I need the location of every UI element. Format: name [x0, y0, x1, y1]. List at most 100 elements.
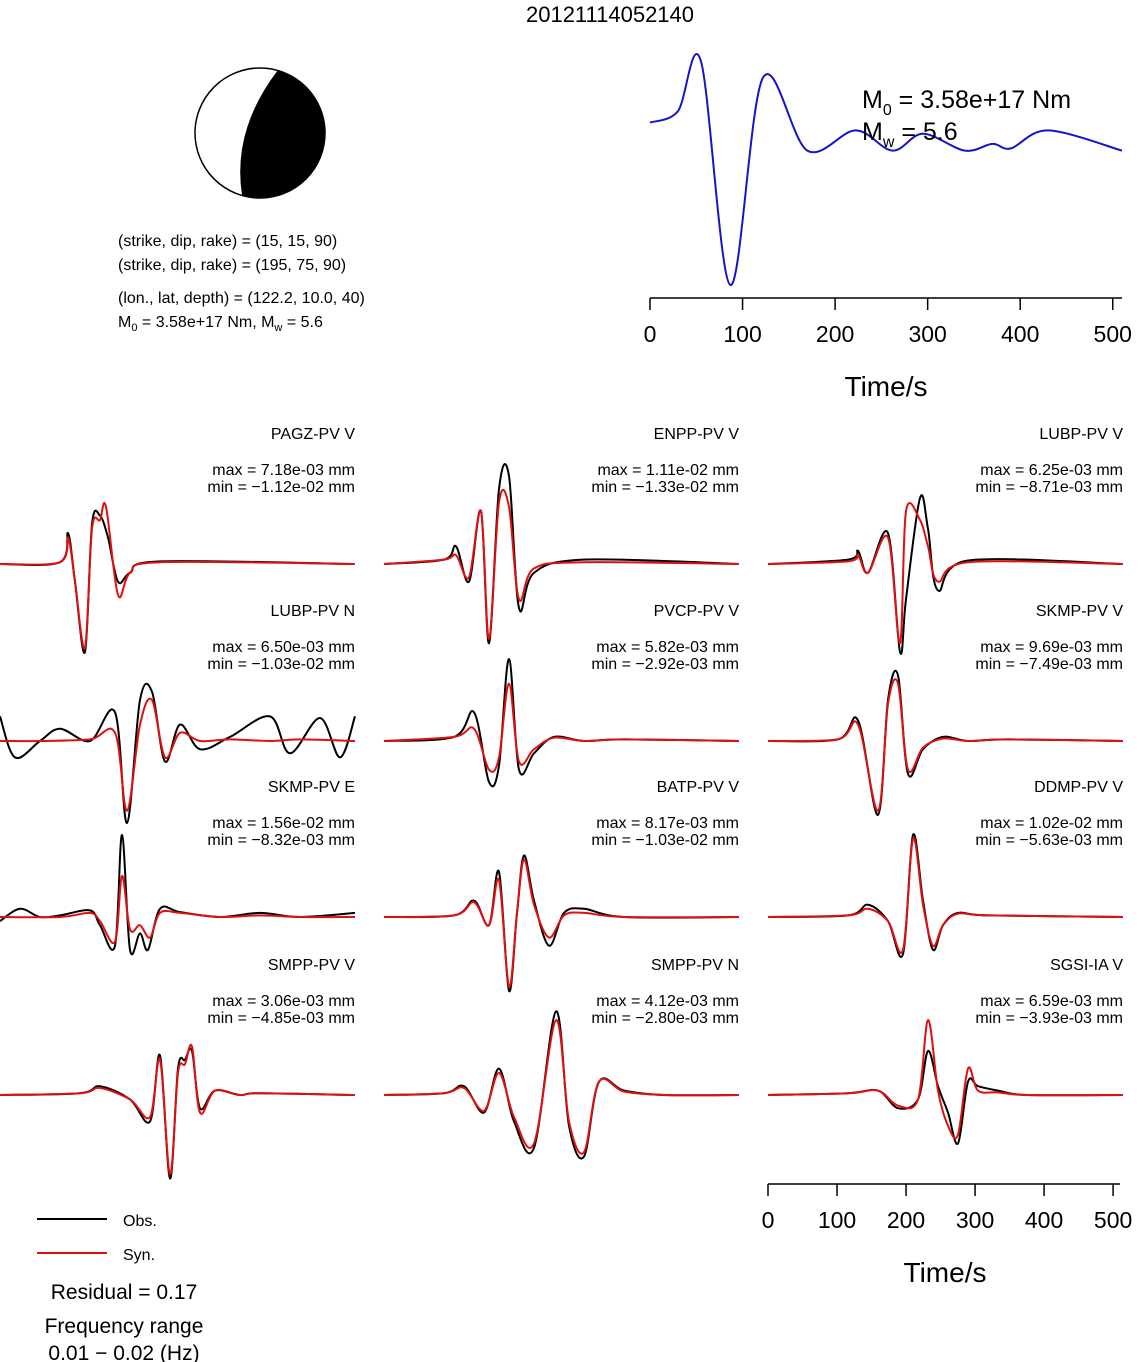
legend: Obs. Syn.: [37, 1213, 157, 1264]
synthetic-waveform: [383, 858, 740, 988]
stf-m0-label: M0 = 3.58e+17 Nm: [862, 86, 1071, 119]
station-min: min = −5.63e-03 mm: [975, 832, 1123, 849]
bottom-tick-label: 0: [762, 1207, 775, 1233]
observed-waveform: [0, 833, 356, 956]
station-max: max = 6.59e-03 mm: [980, 993, 1123, 1010]
beachball: [194, 67, 326, 199]
station-min: min = −1.03e-02 mm: [207, 656, 355, 673]
legend-syn-label: Syn.: [123, 1247, 155, 1264]
bottom-tick-label: 500: [1094, 1207, 1132, 1233]
event-location: (lon., lat, depth) = (122.2, 10.0, 40): [118, 290, 365, 307]
station-max: max = 5.82e-03 mm: [596, 639, 739, 656]
synthetic-waveform: [767, 678, 1124, 812]
station-name: SGSI-IA V: [1050, 957, 1123, 974]
synthetic-waveform: [767, 837, 1124, 954]
stf-tick-label: 100: [723, 321, 761, 347]
stf-tick-label: 0: [644, 321, 657, 347]
stf-mw-label: Mw = 5.6: [862, 118, 958, 151]
figure-title: 20121114052140: [526, 2, 694, 27]
station-min: min = −1.03e-02 mm: [591, 832, 739, 849]
station-min: min = −4.85e-03 mm: [207, 1010, 355, 1027]
station-min: min = −8.32e-03 mm: [207, 832, 355, 849]
nodal-plane-1: (strike, dip, rake) = (15, 15, 90): [118, 233, 337, 250]
residual-label: Residual = 0.17: [51, 1281, 198, 1304]
synthetic-waveform: [767, 1019, 1124, 1140]
station-min: min = −8.71e-03 mm: [975, 479, 1123, 496]
synthetic-waveform: [0, 697, 356, 812]
station-name: ENPP-PV V: [654, 426, 740, 443]
frequency-range-label: Frequency range: [45, 1315, 204, 1338]
station-max: max = 4.12e-03 mm: [596, 993, 739, 1010]
observed-waveform: [0, 1047, 356, 1180]
station-max: max = 7.18e-03 mm: [212, 462, 355, 479]
synthetic-waveform: [383, 682, 740, 773]
source-time-function-plot: [649, 53, 1123, 287]
station-min: min = −1.33e-02 mm: [591, 479, 739, 496]
bottom-xlabel: Time/s: [904, 1257, 987, 1288]
synthetic-waveform: [0, 1043, 356, 1176]
station-name: PVCP-PV V: [654, 603, 740, 620]
synthetic-waveform: [0, 502, 356, 650]
station-name: BATP-PV V: [657, 779, 740, 796]
synthetic-waveform: [0, 874, 356, 945]
station-min: min = −2.92e-03 mm: [591, 656, 739, 673]
station-min: min = −2.80e-03 mm: [591, 1010, 739, 1027]
station-max: max = 1.11e-02 mm: [597, 462, 739, 479]
observed-waveform: [767, 1049, 1124, 1145]
station-name: SKMP-PV V: [1036, 603, 1123, 620]
station-name: SKMP-PV E: [268, 779, 355, 796]
station-max: max = 3.06e-03 mm: [212, 993, 355, 1010]
stf-tick-label: 300: [908, 321, 946, 347]
station-max: max = 8.17e-03 mm: [596, 815, 739, 832]
station-max: max = 9.69e-03 mm: [980, 639, 1123, 656]
synthetic-waveform: [383, 1019, 740, 1155]
stf-xlabel: Time/s: [845, 371, 928, 402]
bottom-time-axis: 0 100 200 300 400 500: [762, 1183, 1132, 1233]
bottom-tick-label: 300: [956, 1207, 994, 1233]
legend-obs-label: Obs.: [123, 1213, 157, 1230]
station-max: max = 1.02e-02 mm: [980, 815, 1123, 832]
synthetic-waveform: [383, 488, 740, 640]
observed-waveform: [383, 657, 740, 788]
station-name: SMPP-PV V: [268, 957, 355, 974]
nodal-plane-2: (strike, dip, rake) = (195, 75, 90): [118, 257, 346, 274]
observed-waveform: [383, 1010, 740, 1160]
stf-tick-label: 400: [1001, 321, 1039, 347]
station-name: DDMP-PV V: [1034, 779, 1123, 796]
station-max: max = 1.56e-02 mm: [212, 815, 355, 832]
stf-tick-label: 200: [816, 321, 854, 347]
observed-waveform: [0, 509, 356, 654]
synthetic-waveform: [767, 502, 1124, 645]
frequency-range-value: 0.01 − 0.02 (Hz): [48, 1342, 199, 1362]
stf-time-axis: 0 100 200 300 400 500: [644, 297, 1132, 347]
bottom-tick-label: 200: [887, 1207, 925, 1233]
bottom-tick-label: 400: [1025, 1207, 1063, 1233]
station-name: LUBP-PV V: [1039, 426, 1123, 443]
station-max: max = 6.50e-03 mm: [212, 639, 355, 656]
station-name: LUBP-PV N: [271, 603, 355, 620]
bottom-tick-label: 100: [818, 1207, 856, 1233]
stf-line: [649, 53, 1123, 287]
station-min: min = −1.12e-02 mm: [207, 479, 355, 496]
observed-waveform: [767, 494, 1124, 655]
station-min: min = −3.93e-03 mm: [975, 1010, 1123, 1027]
station-name: SMPP-PV N: [651, 957, 739, 974]
station-max: max = 6.25e-03 mm: [980, 462, 1123, 479]
station-min: min = −7.49e-03 mm: [975, 656, 1123, 673]
station-name: PAGZ-PV V: [271, 426, 355, 443]
moment-magnitude-line: M0 = 3.58e+17 Nm, Mw = 5.6: [118, 314, 323, 334]
